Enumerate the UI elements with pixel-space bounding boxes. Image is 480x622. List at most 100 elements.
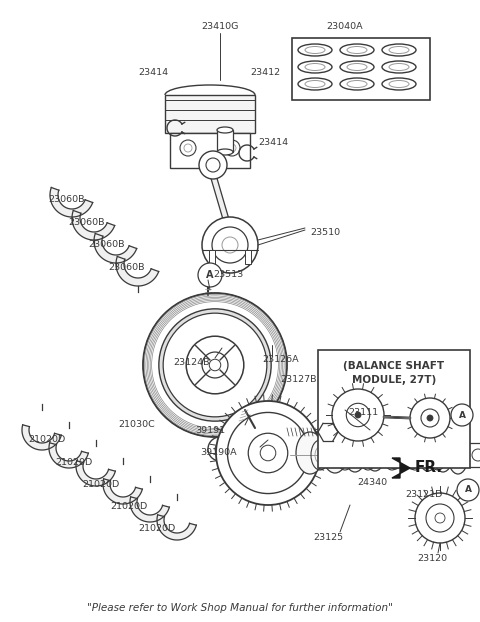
Circle shape [421,409,439,427]
Text: 23060B: 23060B [48,195,84,204]
Bar [170,133,250,168]
Ellipse shape [416,419,440,471]
Polygon shape [207,165,236,245]
Circle shape [228,144,236,152]
Text: A: A [465,486,471,494]
Ellipse shape [305,47,325,53]
Ellipse shape [400,411,424,469]
Circle shape [212,227,248,263]
Ellipse shape [296,432,324,474]
Polygon shape [50,187,93,217]
Circle shape [215,444,225,454]
Circle shape [199,151,227,179]
Ellipse shape [383,411,407,469]
Bar [165,95,255,133]
Circle shape [260,445,276,461]
Circle shape [203,273,213,283]
Ellipse shape [389,47,409,53]
Circle shape [163,313,267,417]
Polygon shape [22,425,61,450]
Text: 23414: 23414 [258,138,288,147]
Circle shape [228,412,309,494]
Text: 23060B: 23060B [108,263,144,272]
Text: 23125: 23125 [313,533,343,542]
Circle shape [208,437,232,461]
Circle shape [216,401,320,505]
Ellipse shape [432,428,454,472]
Ellipse shape [217,149,233,155]
Ellipse shape [389,80,409,88]
Text: 21020D: 21020D [28,435,65,444]
Polygon shape [76,461,115,486]
Circle shape [198,263,222,287]
Text: 23060B: 23060B [68,218,105,227]
Circle shape [206,158,220,172]
Circle shape [410,398,450,438]
Circle shape [186,337,244,394]
Circle shape [261,421,283,443]
Circle shape [209,360,221,371]
Text: 39191: 39191 [195,426,225,435]
Circle shape [248,434,288,473]
Circle shape [222,237,238,253]
Polygon shape [157,515,196,540]
Text: 21020D: 21020D [82,480,119,489]
Ellipse shape [217,127,233,133]
Ellipse shape [362,415,388,471]
Circle shape [184,144,192,152]
Text: (BALANCE SHAFT: (BALANCE SHAFT [343,361,444,371]
Text: 21020D: 21020D [55,458,92,467]
Bar [462,443,480,467]
Ellipse shape [298,61,332,73]
Ellipse shape [340,78,374,90]
Ellipse shape [448,438,468,474]
Text: 23060B: 23060B [88,240,124,249]
Text: 23120: 23120 [417,554,447,563]
Text: 23126A: 23126A [262,355,299,364]
Circle shape [224,140,240,156]
Ellipse shape [389,63,409,70]
Text: 23111: 23111 [348,408,378,417]
Polygon shape [392,458,410,478]
Text: FR.: FR. [415,460,443,475]
Polygon shape [72,210,115,240]
Bar [209,250,215,264]
Text: 23124B: 23124B [174,358,210,367]
Ellipse shape [342,418,368,472]
Circle shape [435,513,445,523]
Polygon shape [130,497,169,522]
Bar [292,38,430,100]
Circle shape [180,140,196,156]
Circle shape [415,493,465,543]
Text: 23414: 23414 [138,68,168,77]
Circle shape [472,449,480,461]
Ellipse shape [305,80,325,88]
Text: 21020D: 21020D [110,502,147,511]
Text: 23040A: 23040A [327,22,363,31]
Polygon shape [49,443,88,468]
Polygon shape [103,479,142,504]
Ellipse shape [321,423,349,473]
Circle shape [202,217,258,273]
Circle shape [355,412,361,418]
Text: 23121D: 23121D [405,490,443,499]
Ellipse shape [298,44,332,56]
Ellipse shape [340,61,374,73]
Ellipse shape [347,63,367,70]
Circle shape [451,404,473,426]
Ellipse shape [347,80,367,88]
Bar [245,250,251,264]
Ellipse shape [347,47,367,53]
Circle shape [268,428,276,436]
Text: A: A [206,270,214,280]
Circle shape [332,389,384,441]
Circle shape [202,352,228,378]
Text: 23510: 23510 [310,228,340,237]
Ellipse shape [340,44,374,56]
Circle shape [159,309,271,421]
Text: 24340: 24340 [357,478,387,487]
Ellipse shape [382,78,416,90]
Text: 39190A: 39190A [200,448,237,457]
Polygon shape [116,256,159,286]
Text: 21030C: 21030C [118,420,155,429]
